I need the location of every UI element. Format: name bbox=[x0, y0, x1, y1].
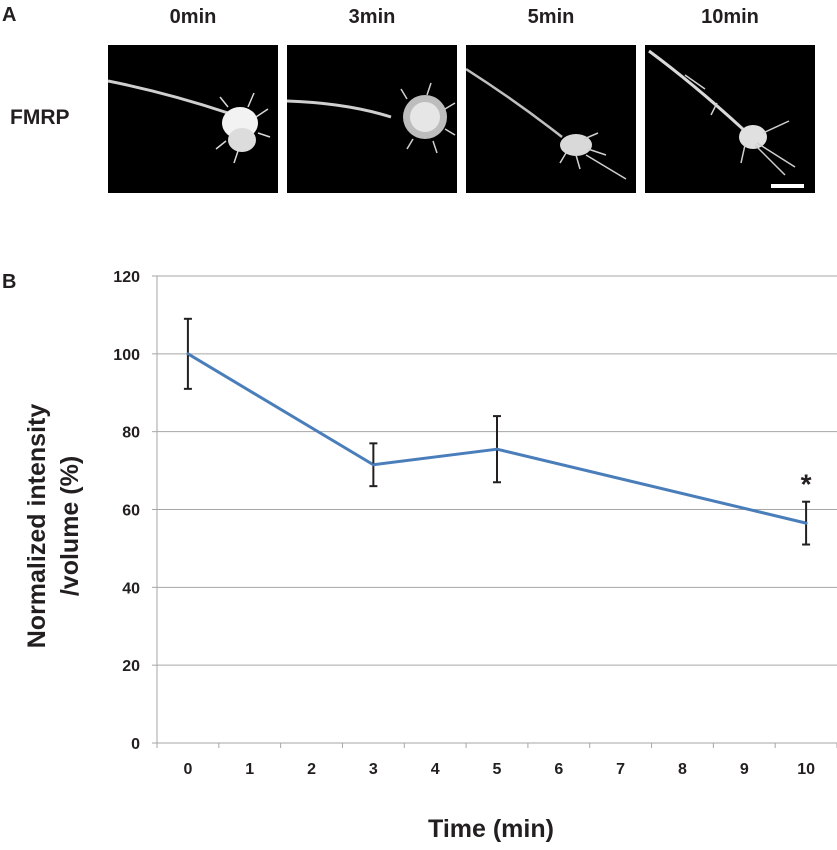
time-label-10min: 10min bbox=[701, 6, 759, 28]
x-tick-label-4: 4 bbox=[431, 761, 440, 778]
micrograph-3min bbox=[287, 45, 457, 193]
y-tick-label-60: 60 bbox=[122, 503, 140, 520]
x-tick-label-10: 10 bbox=[797, 761, 815, 778]
x-tick-label-2: 2 bbox=[307, 761, 316, 778]
series-line-0 bbox=[187, 352, 807, 525]
y-tick-label-120: 120 bbox=[113, 269, 140, 286]
data-point-10 bbox=[804, 521, 808, 525]
y-axis-title-line2: /volume (%) bbox=[56, 456, 84, 596]
line-chart: 0 20 40 60 80 100 120 0 1 2 3 4 5 6 7 8 9 10 * Time (min) No… bbox=[23, 269, 837, 843]
data-point-0 bbox=[186, 352, 190, 356]
x-tick-label-8: 8 bbox=[678, 761, 687, 778]
micrograph-5min bbox=[466, 45, 636, 193]
data-point-5 bbox=[495, 447, 499, 451]
x-tick-label-9: 9 bbox=[740, 761, 749, 778]
y-tick-label-0: 0 bbox=[131, 736, 140, 753]
y-tick-label-80: 80 bbox=[122, 425, 140, 442]
time-label-5min: 5min bbox=[527, 6, 575, 28]
x-axis-title: Time (min) bbox=[428, 815, 554, 843]
x-tick-label-0: 0 bbox=[183, 761, 192, 778]
x-tick-label-6: 6 bbox=[554, 761, 563, 778]
x-tick-label-5: 5 bbox=[493, 761, 502, 778]
micrograph-0min bbox=[108, 45, 278, 193]
y-tick-label-40: 40 bbox=[122, 580, 140, 597]
x-tick-label-1: 1 bbox=[245, 761, 254, 778]
y-tick-label-20: 20 bbox=[122, 658, 140, 675]
scale-bar bbox=[771, 184, 804, 188]
y-axis-title-line1: Normalized intensity bbox=[23, 404, 51, 649]
x-tick-label-3: 3 bbox=[369, 761, 378, 778]
time-label-0min: 0min bbox=[169, 6, 217, 28]
panel-b-letter: B bbox=[2, 271, 17, 293]
y-tick-label-100: 100 bbox=[113, 347, 140, 364]
significance-asterisk: * bbox=[801, 469, 812, 500]
fmrp-row-label: FMRP bbox=[10, 106, 70, 129]
panel-a-letter: A bbox=[2, 4, 17, 26]
data-point-3 bbox=[371, 463, 375, 467]
x-tick-label-7: 7 bbox=[616, 761, 625, 778]
time-label-3min: 3min bbox=[348, 6, 396, 28]
micrograph-10min bbox=[645, 45, 815, 193]
